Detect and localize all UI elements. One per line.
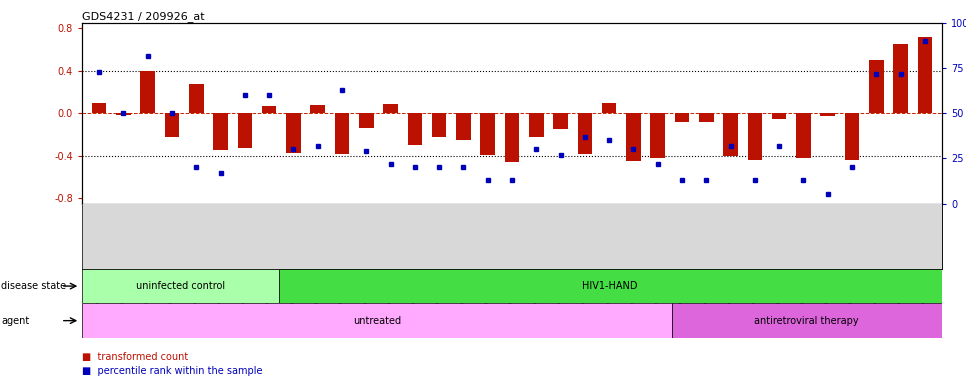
Bar xyxy=(578,113,592,154)
Bar xyxy=(384,104,398,113)
Bar xyxy=(529,113,544,137)
Bar xyxy=(480,113,495,155)
Bar xyxy=(359,113,374,128)
Bar xyxy=(796,113,810,158)
Bar xyxy=(116,113,130,116)
Bar xyxy=(748,113,762,160)
Bar xyxy=(82,269,278,303)
Bar xyxy=(820,113,835,116)
Bar xyxy=(504,113,520,162)
Bar xyxy=(456,113,470,140)
Bar xyxy=(869,60,884,113)
Bar xyxy=(334,113,350,154)
Bar xyxy=(189,84,204,113)
Bar xyxy=(82,303,671,338)
Bar xyxy=(699,113,714,122)
Bar xyxy=(286,113,300,152)
Text: agent: agent xyxy=(1,316,29,326)
Bar xyxy=(626,113,640,161)
Bar xyxy=(602,103,616,113)
Bar xyxy=(408,113,422,145)
Bar xyxy=(278,269,942,303)
Text: ■  percentile rank within the sample: ■ percentile rank within the sample xyxy=(82,366,263,376)
Text: ■  transformed count: ■ transformed count xyxy=(82,352,188,362)
Text: HIV1-HAND: HIV1-HAND xyxy=(582,281,638,291)
Text: GDS4231 / 209926_at: GDS4231 / 209926_at xyxy=(82,11,205,22)
Text: disease state: disease state xyxy=(1,281,66,291)
Bar xyxy=(918,37,932,113)
Text: uninfected control: uninfected control xyxy=(136,281,225,291)
Bar xyxy=(432,113,446,137)
Bar xyxy=(213,113,228,151)
Bar xyxy=(262,106,276,113)
Bar xyxy=(554,113,568,129)
Bar xyxy=(772,113,786,119)
Bar xyxy=(310,105,325,113)
Text: untreated: untreated xyxy=(353,316,401,326)
Bar xyxy=(894,44,908,113)
Bar xyxy=(238,113,252,148)
Bar xyxy=(164,113,180,137)
Bar xyxy=(650,113,665,158)
Bar xyxy=(92,103,106,113)
Bar xyxy=(674,113,690,122)
Bar xyxy=(724,113,738,156)
Text: antiretroviral therapy: antiretroviral therapy xyxy=(754,316,859,326)
Bar xyxy=(844,113,860,160)
Bar xyxy=(140,71,155,113)
Bar xyxy=(671,303,942,338)
